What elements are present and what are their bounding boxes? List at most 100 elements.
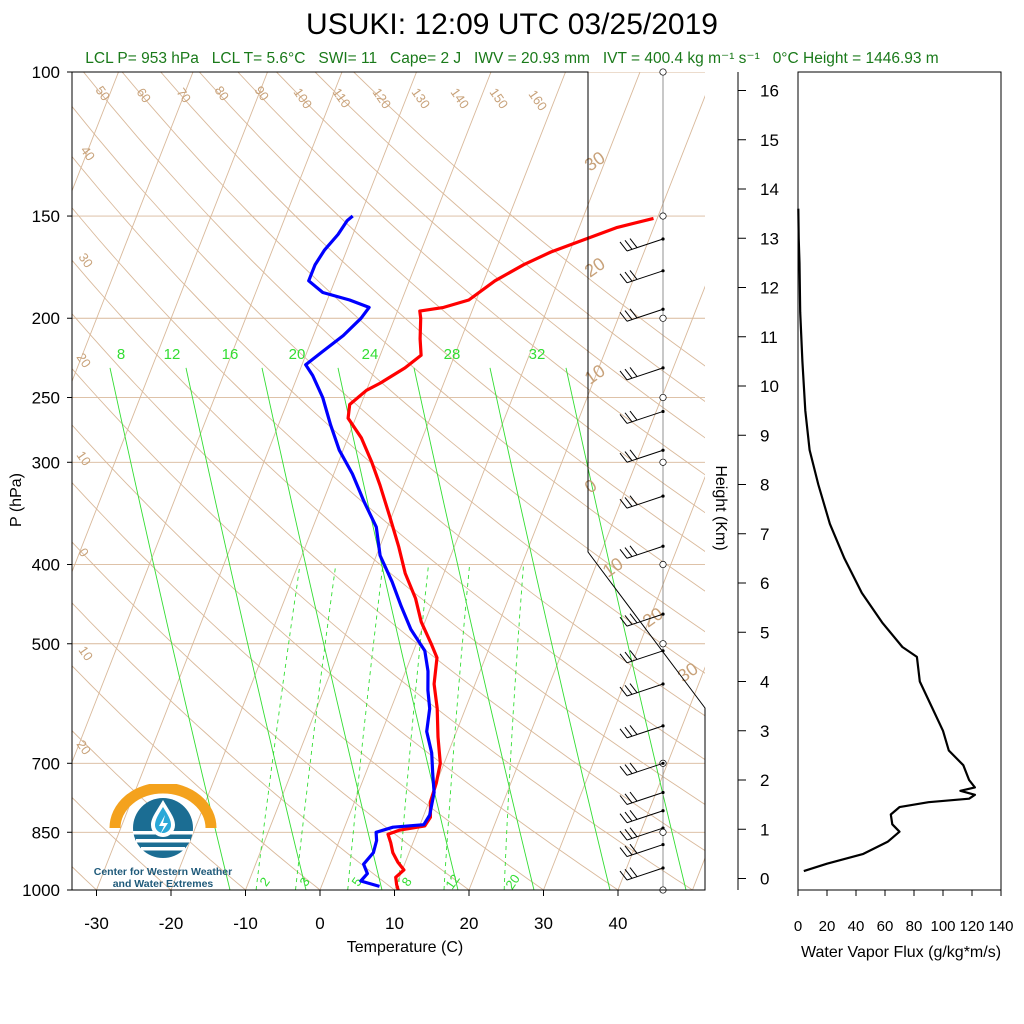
dry-adiabat-line bbox=[72, 541, 470, 890]
wind-barb-feather bbox=[629, 725, 638, 735]
wind-barb-feather bbox=[629, 683, 638, 693]
calm-wind-circle bbox=[659, 640, 667, 648]
wind-barb-feather bbox=[619, 765, 628, 776]
wind-barb-staff bbox=[626, 308, 664, 322]
isotherm-value-label: 40 bbox=[78, 143, 99, 163]
wind-barb-staff bbox=[626, 270, 664, 284]
dry-adiabat-line bbox=[160, 72, 705, 552]
dry-adiabat-value-label: 0 bbox=[581, 475, 601, 497]
freezing-level-height: 0°C Height = 1446.93 m bbox=[772, 50, 939, 67]
wind-barb-staff bbox=[626, 844, 664, 858]
swi-value: SWI= 11 bbox=[318, 50, 378, 67]
dry-adiabat-line bbox=[276, 72, 705, 439]
wind-barb bbox=[619, 725, 664, 739]
calm-wind-circle bbox=[659, 68, 667, 76]
isotherm-value-label: 160 bbox=[526, 87, 551, 113]
wvf-x-tick-label: 0 bbox=[794, 918, 802, 935]
calm-wind-circle bbox=[659, 560, 667, 569]
dry-adiabat-line bbox=[72, 602, 395, 890]
wind-barb-feather bbox=[624, 547, 633, 557]
sounding-parameters: LCL P= 953 hPa LCL T= 5.6°C SWI= 11 Cape… bbox=[0, 49, 1024, 68]
height-tick-label: 10 bbox=[760, 377, 779, 396]
wind-barb-feather bbox=[624, 869, 633, 879]
wind-barb-feather bbox=[624, 829, 633, 839]
wind-barb bbox=[619, 545, 664, 559]
wind-barb bbox=[619, 308, 664, 322]
dry-adiabat-line bbox=[72, 368, 693, 890]
height-tick-label: 0 bbox=[760, 870, 769, 889]
moist-adiabat-line bbox=[337, 367, 459, 890]
dry-adiabat-line bbox=[72, 482, 544, 890]
wind-barb bbox=[619, 410, 664, 424]
isotherm-value-label: 20 bbox=[74, 737, 95, 757]
calm-wind-circle bbox=[659, 212, 667, 220]
wind-barb-feather bbox=[629, 270, 638, 280]
wind-barb-feather bbox=[629, 867, 638, 877]
y-tick-label: 700 bbox=[32, 754, 60, 773]
lcl-pressure: LCL P= 953 hPa bbox=[85, 50, 199, 67]
isotherm-line bbox=[170, 72, 492, 890]
x-tick-label: 0 bbox=[315, 914, 324, 933]
mixing-ratio-line bbox=[443, 564, 471, 890]
cw3e-logo: Center for Western Weather and Water Ext… bbox=[88, 782, 238, 894]
dry-adiabat-line bbox=[72, 259, 705, 805]
calm-wind-circle bbox=[659, 393, 667, 402]
wind-barb-feather bbox=[629, 762, 638, 773]
isotherm-value-label: 150 bbox=[487, 85, 512, 111]
wind-barb bbox=[619, 827, 664, 841]
mixing-ratio-label: 3 bbox=[296, 874, 312, 889]
wvf-profile-line bbox=[797, 208, 977, 873]
ivt-value: IVT = 400.4 kg m⁻¹ s⁻¹ bbox=[602, 50, 760, 67]
dry-adiabat-value-label: 10 bbox=[599, 553, 627, 581]
wind-barb-staff bbox=[626, 683, 664, 697]
wind-barb-feather bbox=[624, 764, 633, 774]
isotherm-value-label: 50 bbox=[93, 83, 114, 103]
wind-barb-staff bbox=[626, 410, 664, 424]
mixing-ratio-line bbox=[255, 564, 301, 890]
isotherm-line bbox=[468, 285, 705, 890]
calm-wind-circle bbox=[659, 314, 667, 322]
isotherm-value-label: 140 bbox=[448, 85, 473, 111]
y-tick-label: 150 bbox=[32, 207, 60, 226]
dry-adiabat-value-label: 10 bbox=[581, 360, 609, 388]
wind-barb-feather bbox=[619, 616, 628, 627]
wvf-x-axis-title: Water Vapor Flux (g/kg*m/s) bbox=[801, 944, 1001, 961]
height-tick-label: 8 bbox=[760, 476, 769, 495]
wind-barb-feather bbox=[624, 793, 633, 804]
isotherm-value-label: 60 bbox=[134, 85, 155, 105]
wind-barb-feather bbox=[619, 452, 628, 463]
wind-barb-feather bbox=[619, 370, 628, 381]
x-axis-title: Temperature (C) bbox=[347, 939, 463, 956]
x-tick-label: 20 bbox=[460, 914, 479, 933]
mixing-ratio-label: 2 bbox=[256, 874, 272, 889]
wind-barb bbox=[619, 867, 664, 881]
height-tick-label: 4 bbox=[760, 673, 769, 692]
mixing-ratio-label: 8 bbox=[398, 874, 414, 889]
height-tick-label: 2 bbox=[760, 771, 769, 790]
height-tick-label: 9 bbox=[760, 426, 769, 445]
wind-barb-staff bbox=[626, 650, 664, 664]
dry-adiabat-line bbox=[237, 72, 705, 476]
wind-barb-feather bbox=[629, 495, 638, 506]
isotherm-line bbox=[72, 72, 268, 573]
lcl-temperature: LCL T= 5.6°C bbox=[211, 50, 306, 67]
mixing-ratio-label: 16 bbox=[222, 346, 239, 363]
temperature-profile-line bbox=[346, 216, 654, 890]
wind-barb-feather bbox=[629, 827, 638, 837]
height-tick-label: 7 bbox=[760, 525, 769, 544]
x-tick-label: -20 bbox=[159, 914, 184, 933]
wind-barb-feather bbox=[619, 273, 628, 284]
isotherm-line bbox=[543, 475, 705, 890]
dry-adiabat-line bbox=[353, 72, 705, 367]
wind-barb-feather bbox=[624, 310, 633, 320]
height-tick-label: 13 bbox=[760, 229, 779, 248]
height-tick-label: 6 bbox=[760, 574, 769, 593]
logo-caption-line1: Center for Western Weather bbox=[93, 866, 233, 878]
y-tick-label: 500 bbox=[32, 635, 60, 654]
isotherm-value-label: 70 bbox=[174, 85, 195, 105]
calm-wind-circle bbox=[659, 828, 667, 836]
mixing-ratio-label: 28 bbox=[444, 346, 461, 363]
wind-barb bbox=[619, 791, 664, 805]
x-tick-label: -10 bbox=[233, 914, 258, 933]
